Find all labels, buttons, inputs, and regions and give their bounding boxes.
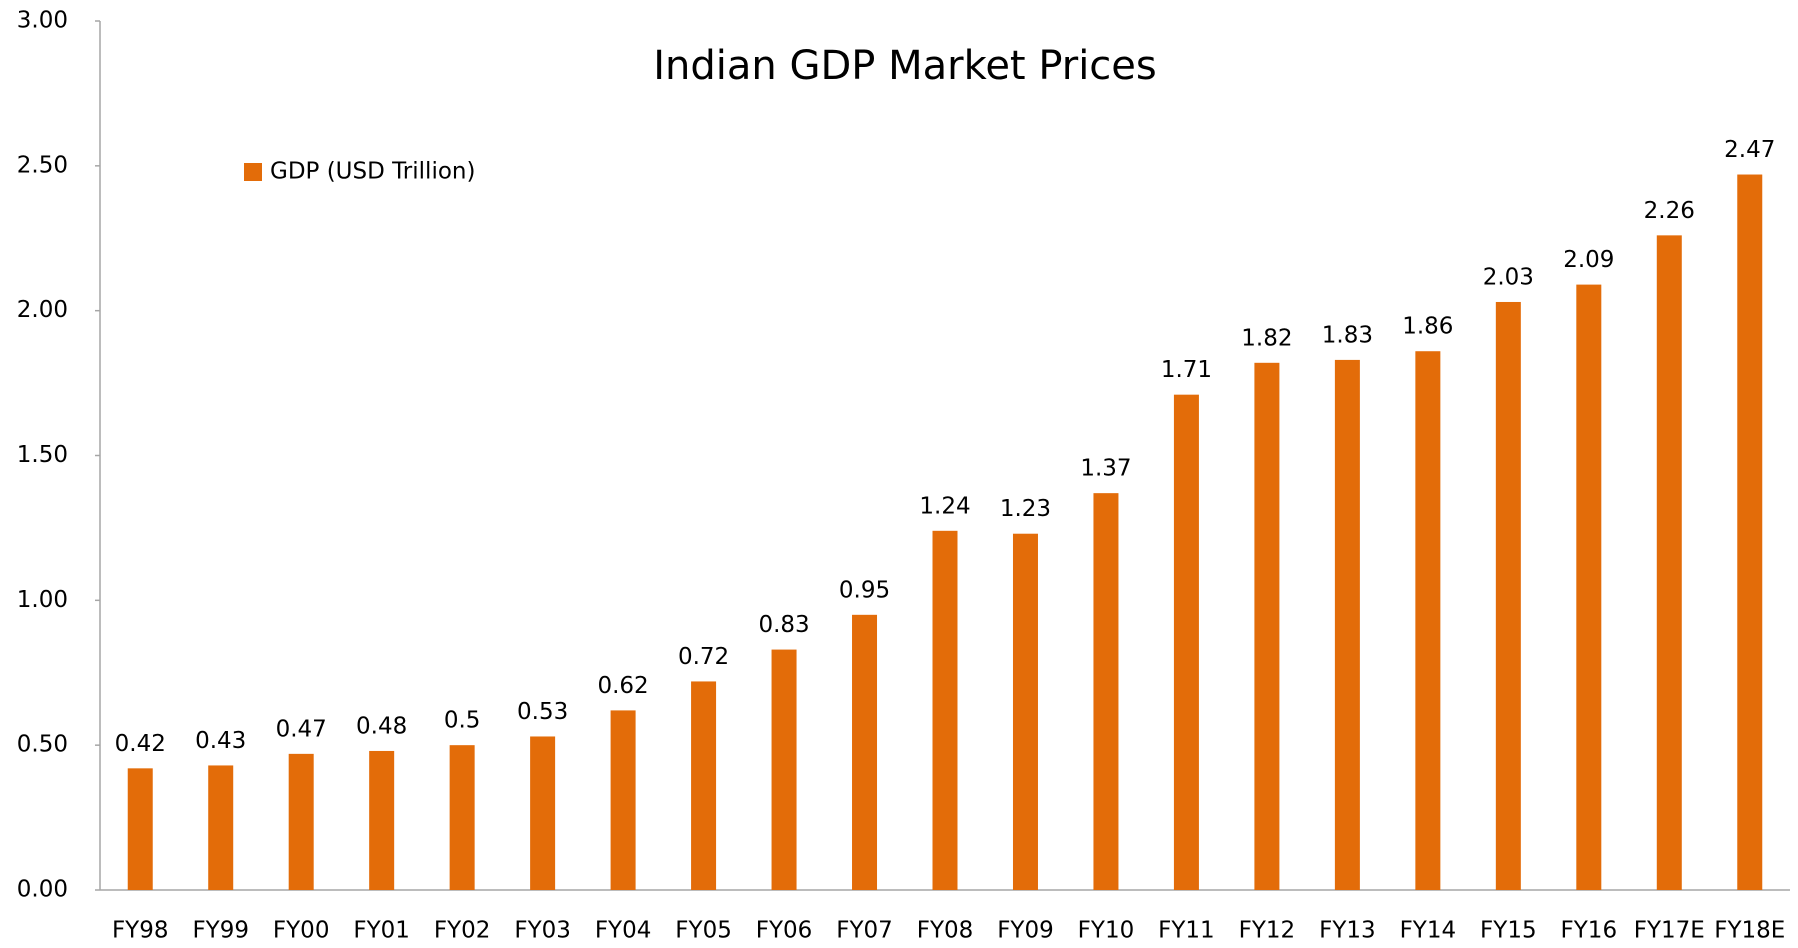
- bar: [1495, 301, 1521, 890]
- x-tick-label: FY11: [1158, 918, 1215, 944]
- bar: [1093, 493, 1119, 890]
- bar: [1737, 174, 1763, 891]
- legend-swatch: [244, 163, 262, 181]
- value-label: 1.23: [1000, 496, 1051, 522]
- y-tick-label: 1.50: [17, 442, 68, 468]
- value-label: 0.95: [839, 577, 890, 603]
- value-label: 1.86: [1402, 314, 1453, 340]
- x-tick-label: FY17E: [1634, 918, 1705, 944]
- bar: [771, 649, 797, 890]
- bar: [691, 681, 717, 890]
- x-tick-label: FY03: [514, 918, 571, 944]
- value-label: 0.83: [758, 612, 809, 638]
- bar: [127, 768, 153, 890]
- bar: [1334, 359, 1360, 890]
- bar: [530, 736, 556, 890]
- value-label: 1.82: [1241, 325, 1292, 351]
- value-label: 2.03: [1483, 264, 1534, 290]
- value-label: 0.72: [678, 644, 729, 670]
- value-label: 0.47: [276, 716, 327, 742]
- x-tick-label: FY07: [836, 918, 893, 944]
- x-tick-label: FY10: [1078, 918, 1135, 944]
- x-tick-label: FY09: [997, 918, 1054, 944]
- y-tick-label: 0.00: [17, 877, 68, 903]
- bar: [610, 710, 636, 890]
- x-tick-label: FY12: [1239, 918, 1296, 944]
- x-tick-label: FY98: [112, 918, 169, 944]
- x-tick-label: FY08: [917, 918, 974, 944]
- x-tick-label: FY05: [675, 918, 732, 944]
- bar: [1012, 533, 1038, 890]
- value-label: 0.48: [356, 713, 407, 739]
- value-label: 0.53: [517, 699, 568, 725]
- value-label: 0.42: [115, 731, 166, 757]
- value-label: 1.37: [1080, 456, 1131, 482]
- bar: [1576, 284, 1602, 890]
- y-tick-label: 2.50: [17, 152, 68, 178]
- bar: [1254, 362, 1280, 891]
- value-label: 0.43: [195, 728, 246, 754]
- bar: [932, 530, 958, 890]
- y-tick-label: 2.00: [17, 297, 68, 323]
- x-tick-label: FY06: [756, 918, 813, 944]
- x-tick-label: FY04: [595, 918, 652, 944]
- legend-label: GDP (USD Trillion): [270, 159, 475, 185]
- bar: [1656, 235, 1682, 890]
- x-tick-label: FY13: [1319, 918, 1376, 944]
- x-tick-label: FY15: [1480, 918, 1537, 944]
- value-label: 1.24: [919, 493, 970, 519]
- y-tick-label: 3.00: [17, 8, 68, 34]
- bar: [449, 745, 475, 890]
- y-tick-label: 1.00: [17, 587, 68, 613]
- y-tick-label: 0.50: [17, 732, 68, 758]
- value-label: 0.62: [597, 673, 648, 699]
- bar: [1415, 351, 1441, 891]
- bar: [852, 614, 878, 890]
- x-tick-label: FY01: [353, 918, 410, 944]
- x-tick-label: FY02: [434, 918, 491, 944]
- value-label: 1.71: [1161, 357, 1212, 383]
- x-tick-label: FY00: [273, 918, 330, 944]
- value-label: 0.5: [444, 708, 481, 734]
- x-tick-label: FY18E: [1714, 918, 1785, 944]
- bar: [369, 750, 395, 890]
- value-label: 1.83: [1322, 322, 1373, 348]
- value-label: 2.26: [1644, 198, 1695, 224]
- bar: [288, 753, 314, 890]
- chart-title: Indian GDP Market Prices: [653, 43, 1157, 89]
- value-label: 2.09: [1563, 247, 1614, 273]
- x-tick-label: FY16: [1561, 918, 1618, 944]
- value-label: 2.47: [1724, 137, 1775, 163]
- bar: [208, 765, 234, 890]
- x-tick-label: FY14: [1400, 918, 1457, 944]
- x-tick-label: FY99: [192, 918, 249, 944]
- bar: [1173, 394, 1199, 890]
